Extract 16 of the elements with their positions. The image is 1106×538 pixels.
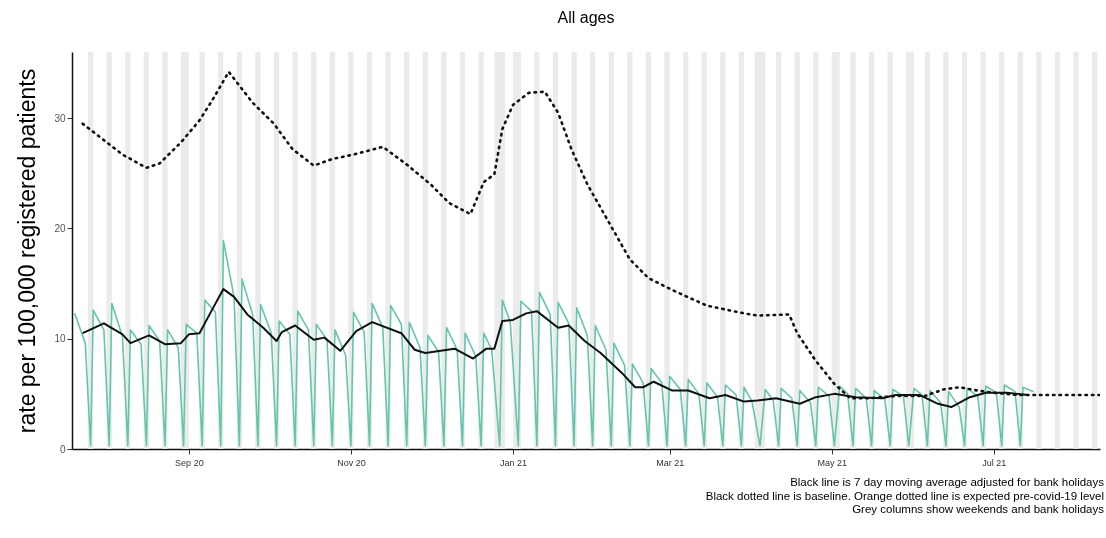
line-series bbox=[73, 239, 1035, 447]
x-tick-label: Sep 20 bbox=[175, 457, 204, 468]
y-tick-label: 0 bbox=[59, 443, 66, 455]
x-tick-label: Nov 20 bbox=[337, 457, 366, 468]
x-tick-label: Mar 21 bbox=[656, 457, 685, 468]
y-tick-label: 30 bbox=[54, 112, 66, 124]
text: Black line is 7 day moving average adjusted for bank holidays bbox=[790, 476, 1105, 488]
x-tick-label: Jul 21 bbox=[982, 457, 1007, 468]
text: Grey columns show weekends and bank holidays bbox=[852, 503, 1105, 515]
text: Black dotted line is baseline. Orange dotted line is expected pre-covid-19 level bbox=[705, 489, 1104, 502]
x-tick-label: May 21 bbox=[817, 457, 847, 468]
x-tick-label: Jan 21 bbox=[499, 457, 527, 468]
y-tick-label: 20 bbox=[54, 222, 66, 234]
y-tick-label: 10 bbox=[54, 333, 66, 345]
chart-title: All ages bbox=[557, 9, 615, 26]
y-axis-title: rate per 100,000 registered patients bbox=[14, 68, 41, 434]
